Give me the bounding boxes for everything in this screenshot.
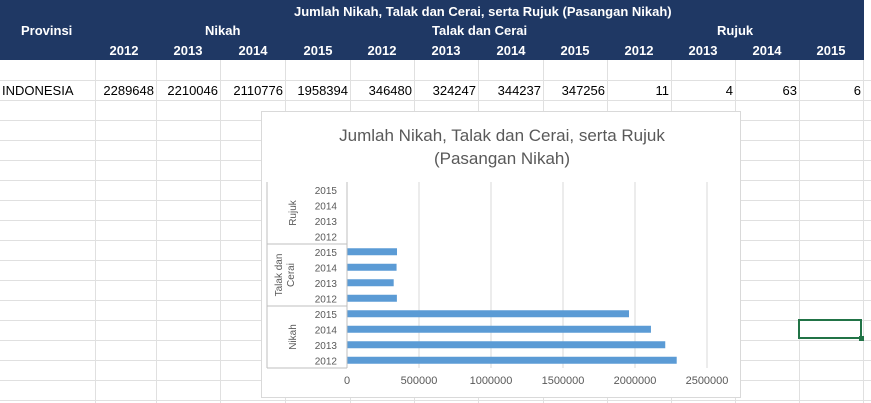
- x-tick-label: 2000000: [614, 375, 657, 387]
- year-header: 2015: [560, 43, 590, 58]
- y-tick-label: 2014: [315, 263, 338, 274]
- x-tick-label: 2500000: [686, 375, 729, 387]
- bar: [347, 263, 397, 271]
- group-label: Cerai: [286, 263, 297, 287]
- bar: [347, 248, 398, 256]
- value-cell[interactable]: 1958394: [297, 83, 348, 98]
- year-header: 2015: [816, 43, 846, 58]
- value-cell[interactable]: 6: [853, 83, 861, 98]
- year-header: 2012: [367, 43, 397, 58]
- group-label: Rujuk: [288, 199, 299, 226]
- chart-title-line-2: (Pasangan Nikah): [433, 149, 571, 168]
- x-tick-label: 500000: [401, 375, 438, 387]
- column-header-provinsi: Provinsi: [21, 23, 73, 38]
- x-tick-label: 1000000: [470, 375, 513, 387]
- y-tick-label: 2015: [315, 186, 338, 197]
- fill-handle[interactable]: [859, 336, 864, 341]
- year-header: 2012: [109, 43, 139, 58]
- group-header-talak-cerai: Talak dan Cerai: [432, 23, 528, 38]
- bar: [347, 310, 630, 318]
- x-tick-label: 0: [344, 375, 350, 387]
- y-tick-label: 2013: [315, 217, 338, 228]
- value-cell[interactable]: 2210046: [167, 83, 218, 98]
- value-cell[interactable]: 324247: [432, 83, 476, 98]
- y-tick-label: 2013: [315, 341, 338, 352]
- table-header: Jumlah Nikah, Talak dan Cerai, serta Ruj…: [0, 0, 864, 60]
- group-header-nikah: Nikah: [205, 23, 241, 38]
- bar: [347, 356, 677, 364]
- y-tick-label: 2012: [315, 232, 338, 243]
- value-cell[interactable]: 63: [782, 83, 797, 98]
- province-cell[interactable]: INDONESIA: [2, 83, 74, 98]
- year-header: 2014: [752, 43, 782, 58]
- year-header: 2012: [624, 43, 654, 58]
- group-label: Talak dan: [274, 254, 285, 297]
- value-cell[interactable]: 347256: [561, 83, 605, 98]
- chart[interactable]: Jumlah Nikah, Talak dan Cerai, serta Ruj…: [261, 111, 741, 398]
- bar: [347, 325, 651, 333]
- value-cell[interactable]: 11: [655, 83, 670, 98]
- selected-cell[interactable]: [798, 319, 862, 339]
- year-header: 2013: [431, 43, 461, 58]
- year-header: 2013: [688, 43, 718, 58]
- group-label: Nikah: [288, 324, 299, 350]
- value-cell[interactable]: 344237: [497, 83, 541, 98]
- bar: [347, 341, 666, 349]
- value-cell[interactable]: 346480: [368, 83, 412, 98]
- year-header: 2014: [496, 43, 526, 58]
- y-tick-label: 2012: [315, 294, 338, 305]
- year-header: 2015: [303, 43, 333, 58]
- sheet-title: Jumlah Nikah, Talak dan Cerai, serta Ruj…: [294, 4, 672, 19]
- bar: [347, 294, 397, 302]
- chart-plot: 0 500000 1000000 1500000 2000000 2500000 2015 2…: [266, 182, 729, 387]
- y-tick-label: 2012: [315, 356, 338, 367]
- y-tick-label: 2014: [315, 201, 338, 212]
- value-cell[interactable]: 4: [725, 83, 733, 98]
- bar: [347, 279, 394, 287]
- group-header-rujuk: Rujuk: [717, 23, 754, 38]
- value-cell[interactable]: 2289648: [103, 83, 154, 98]
- y-tick-label: 2015: [315, 248, 338, 259]
- chart-title: Jumlah Nikah, Talak dan Cerai, serta Ruj…: [262, 124, 742, 170]
- year-header: 2013: [173, 43, 203, 58]
- year-header: 2014: [238, 43, 268, 58]
- chart-title-line-1: Jumlah Nikah, Talak dan Cerai, serta Ruj…: [339, 126, 665, 145]
- y-tick-label: 2013: [315, 279, 338, 290]
- y-tick-label: 2015: [315, 310, 338, 321]
- x-tick-label: 1500000: [542, 375, 585, 387]
- y-tick-label: 2014: [315, 325, 338, 336]
- value-cell[interactable]: 2110776: [233, 83, 283, 98]
